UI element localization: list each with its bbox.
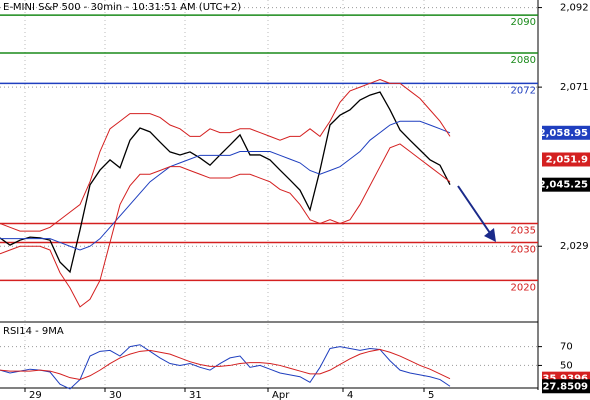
- y-tick-label: 2,092: [560, 3, 589, 14]
- series-line: [0, 120, 451, 251]
- series-line: [0, 344, 451, 390]
- level-label: 2030: [511, 244, 536, 255]
- x-tick-label: Apr: [272, 390, 290, 400]
- price-tag-box: [542, 379, 590, 394]
- y-tick-label: 50: [560, 360, 573, 371]
- price-tag-label: 27.8509: [542, 381, 588, 392]
- arrow-head: [484, 228, 496, 242]
- level-label: 2035: [511, 226, 536, 237]
- x-tick-label: 29: [29, 390, 42, 400]
- level-label: 2080: [511, 55, 536, 66]
- price-tag-box: [542, 152, 590, 167]
- series-line: [0, 143, 451, 308]
- y-tick-label: 70: [560, 342, 573, 353]
- y-tick-label: 2,029: [560, 241, 589, 252]
- level-label: 2072: [511, 85, 536, 96]
- price-tag-label: 2,058.95: [539, 128, 588, 139]
- level-label: 2090: [511, 17, 536, 28]
- level-label: 2020: [511, 282, 536, 293]
- chart-title: E-MINI S&P 500 - 30min - 10:31:51 AM (UT…: [3, 2, 241, 13]
- x-tick-label: 31: [189, 390, 202, 400]
- series-line: [0, 79, 451, 232]
- price-tag-label: 35.9396: [542, 374, 588, 385]
- y-tick-label: 2,071: [560, 82, 589, 93]
- price-tag-box: [542, 125, 590, 140]
- x-tick-label: 4: [347, 390, 353, 400]
- price-tag-box: [542, 177, 590, 192]
- arrow-shaft: [457, 185, 493, 237]
- price-tag-label: 2,051.9: [546, 154, 588, 165]
- x-tick-label: 5: [428, 390, 434, 400]
- x-tick-label: 30: [109, 390, 122, 400]
- rsi-title: RSI14 - 9MA: [3, 326, 64, 337]
- series-line: [0, 348, 451, 381]
- series-line: [0, 91, 451, 274]
- forecast-arrow: [457, 185, 496, 242]
- price-tag-label: 2,045.25: [539, 180, 588, 191]
